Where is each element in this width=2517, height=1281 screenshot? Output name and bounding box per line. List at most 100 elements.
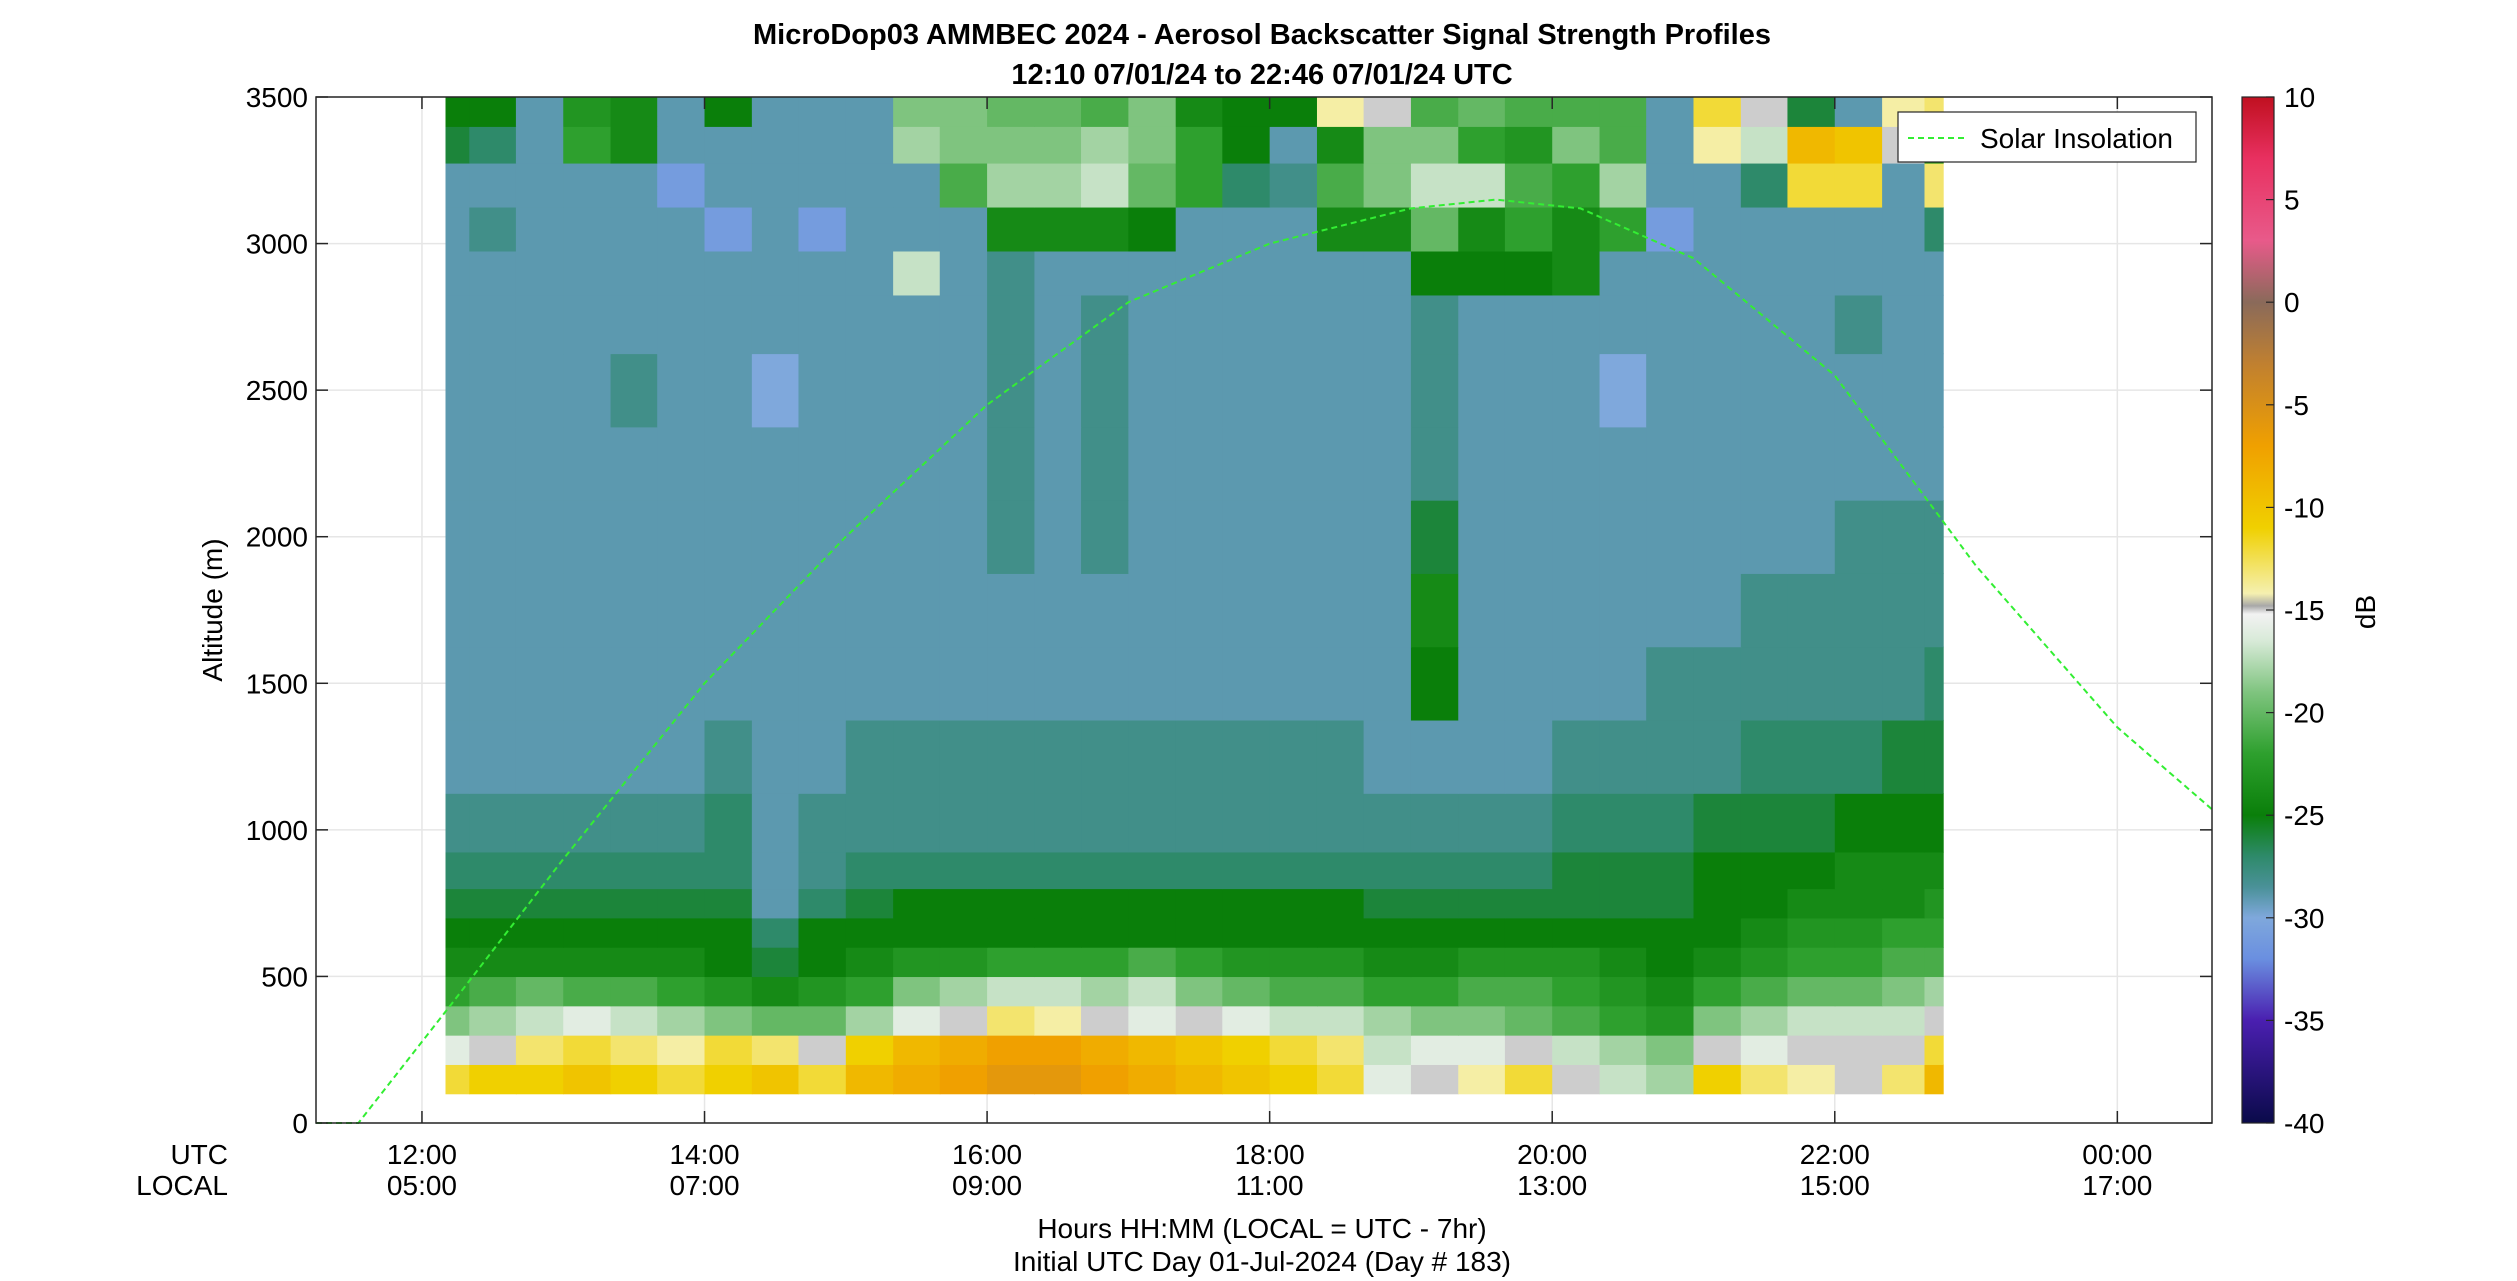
heatmap-cell — [515, 851, 564, 890]
heatmap-cell — [939, 947, 988, 978]
heatmap-cell — [610, 97, 658, 127]
heatmap-cell — [445, 294, 470, 355]
heatmap-cell — [469, 294, 517, 355]
heatmap-cell — [1222, 1035, 1271, 1065]
heatmap-cell — [1410, 793, 1459, 853]
heatmap-cell — [1363, 206, 1412, 252]
heatmap-cell — [1222, 294, 1271, 355]
heatmap-cell — [563, 1035, 612, 1065]
heatmap-cell — [469, 851, 517, 890]
heatmap-cell — [515, 793, 564, 853]
heatmap-cell — [1458, 1035, 1506, 1065]
heatmap-cell — [1646, 500, 1695, 574]
x-axis-sublabel: Initial UTC Day 01-Jul-2024 (Day # 183) — [1013, 1246, 1511, 1277]
heatmap-cell — [1740, 353, 1789, 428]
heatmap-cell — [1034, 426, 1082, 501]
heatmap-cell — [939, 851, 988, 890]
x-tick-label-utc: 20:00 — [1517, 1139, 1587, 1170]
heatmap-cell — [751, 206, 800, 252]
heatmap-cell — [515, 500, 564, 574]
heatmap-cell — [1882, 353, 1926, 428]
heatmap-cell — [515, 426, 564, 501]
heatmap-cell — [1458, 851, 1506, 890]
heatmap-cell — [657, 917, 706, 948]
heatmap-cell — [515, 353, 564, 428]
heatmap-cell — [751, 126, 800, 164]
heatmap-cell — [1646, 1005, 1695, 1036]
heatmap-cell — [1693, 206, 1742, 252]
heatmap-cell — [1646, 976, 1695, 1007]
heatmap-cell — [1787, 294, 1836, 355]
heatmap-cell — [445, 500, 470, 574]
heatmap-cell — [1410, 719, 1459, 794]
heatmap-cell — [987, 353, 1036, 428]
heatmap-cell — [1552, 294, 1601, 355]
heatmap-cell — [1599, 917, 1647, 948]
heatmap-cell — [1363, 1064, 1412, 1095]
heatmap-cell — [1787, 500, 1836, 574]
heatmap-cell — [1269, 1035, 1318, 1065]
heatmap-cell — [1410, 206, 1459, 252]
heatmap-cell — [798, 426, 847, 501]
heatmap-cell — [987, 976, 1036, 1007]
heatmap-cell — [1410, 1035, 1459, 1065]
x-tick-label-local: 11:00 — [1236, 1170, 1304, 1201]
heatmap-cell — [1175, 500, 1223, 574]
x-tick-label-local: 05:00 — [387, 1170, 457, 1201]
heatmap-cell — [1882, 500, 1926, 574]
heatmap-cell — [1599, 206, 1647, 252]
heatmap-cell — [1269, 426, 1318, 501]
heatmap-cell — [1128, 947, 1177, 978]
heatmap-cell — [1034, 917, 1082, 948]
heatmap-cell — [939, 206, 988, 252]
heatmap-cell — [610, 646, 658, 721]
heatmap-cell — [1646, 97, 1695, 127]
heatmap-cell — [1646, 646, 1695, 721]
heatmap-cell — [515, 206, 564, 252]
heatmap-cell — [515, 976, 564, 1007]
heatmap-cell — [1882, 294, 1926, 355]
heatmap-cell — [1128, 976, 1177, 1007]
heatmap-cell — [1316, 719, 1365, 794]
chart-title: MicroDop03 AMMBEC 2024 - Aerosol Backsca… — [753, 19, 1771, 51]
heatmap-cell — [1924, 888, 1944, 919]
heatmap-cell — [1552, 500, 1601, 574]
heatmap-cell — [798, 1064, 847, 1095]
heatmap-cell — [1034, 976, 1082, 1007]
heatmap-cell — [845, 500, 894, 574]
heatmap-cell — [563, 353, 612, 428]
heatmap-cell — [469, 793, 517, 853]
heatmap-cell — [1363, 162, 1412, 208]
heatmap-cell — [751, 162, 800, 208]
heatmap-cell — [1599, 126, 1647, 164]
heatmap-cell — [1458, 1005, 1506, 1036]
heatmap-cell — [939, 793, 988, 853]
heatmap-cell — [1363, 976, 1412, 1007]
heatmap-cell — [563, 1005, 612, 1036]
heatmap-cell — [1882, 646, 1926, 721]
heatmap-cell — [1363, 294, 1412, 355]
heatmap-cell — [1693, 162, 1742, 208]
heatmap-cell — [939, 1005, 988, 1036]
heatmap-cell — [1834, 426, 1883, 501]
heatmap-cell — [893, 126, 941, 164]
heatmap-cell — [1882, 719, 1926, 794]
heatmap-cell — [1552, 353, 1601, 428]
heatmap-cell — [1646, 294, 1695, 355]
heatmap-cell — [798, 206, 847, 252]
heatmap-cell — [657, 500, 706, 574]
heatmap-cell — [1458, 1064, 1506, 1095]
heatmap-cell — [1693, 353, 1742, 428]
heatmap-cell — [939, 126, 988, 164]
heatmap-cell — [1924, 646, 1944, 721]
heatmap-cell — [1316, 888, 1365, 919]
heatmap-cell — [1175, 426, 1223, 501]
heatmap-cell — [987, 1005, 1036, 1036]
heatmap-cell — [563, 719, 612, 794]
heatmap-cell — [1316, 294, 1365, 355]
heatmap-cell — [1740, 500, 1789, 574]
heatmap-cell — [515, 1035, 564, 1065]
x-tick-label-utc: 14:00 — [669, 1139, 739, 1170]
heatmap-cell — [610, 353, 658, 428]
